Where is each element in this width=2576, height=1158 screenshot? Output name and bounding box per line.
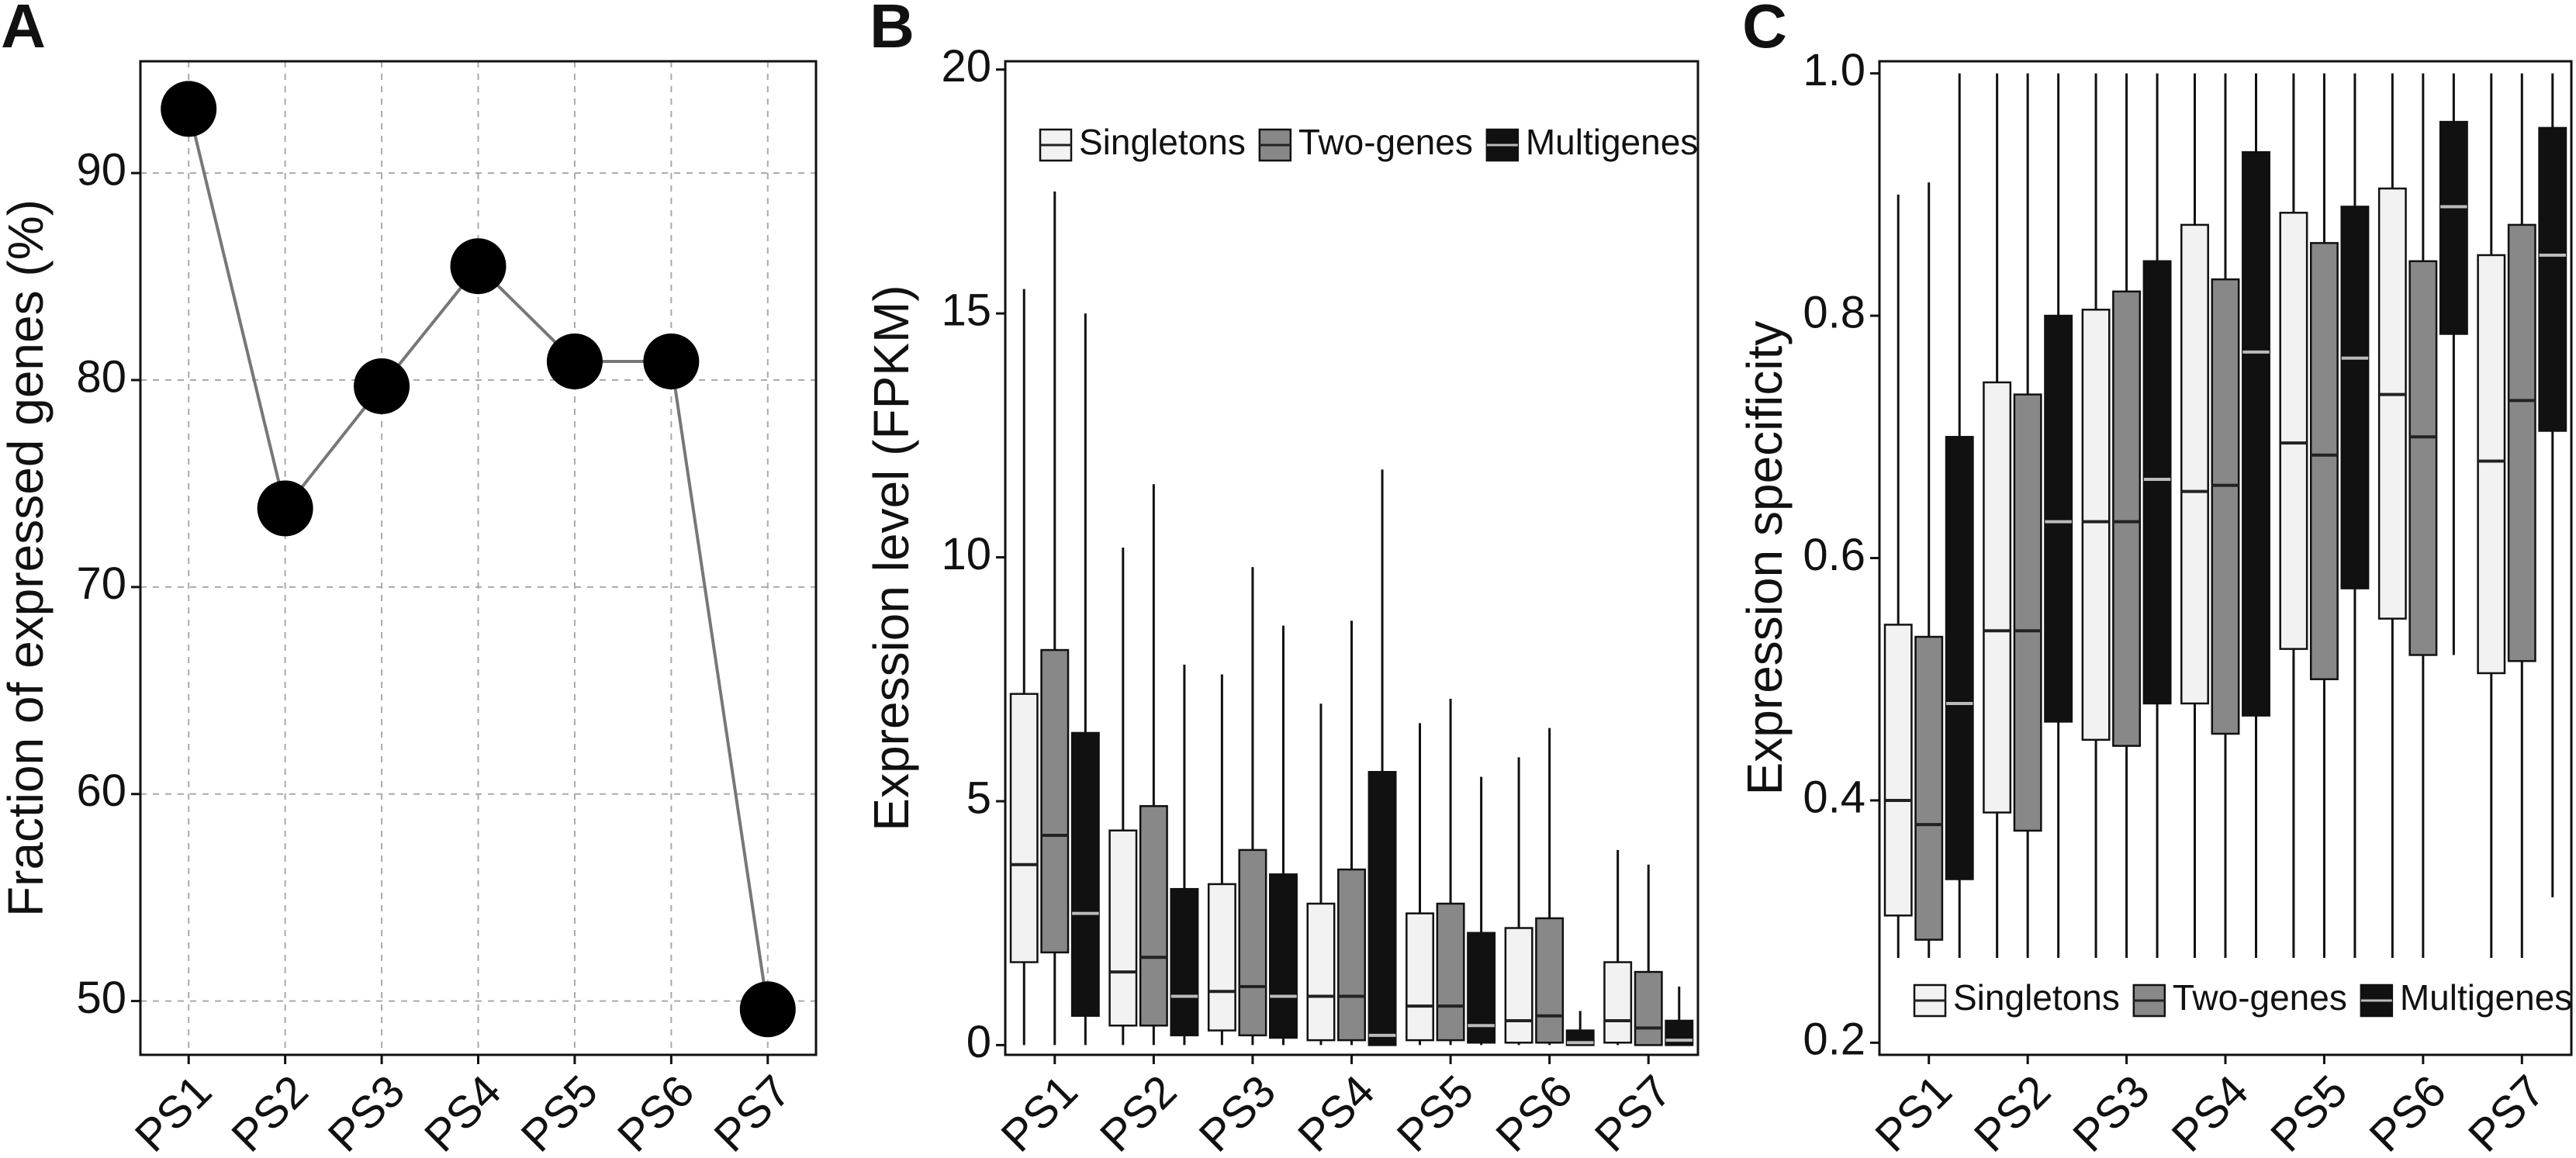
y-tick-label: 80 — [76, 351, 126, 402]
y-tick-label: 0.8 — [1803, 287, 1865, 337]
box — [1368, 771, 1397, 1046]
box — [1603, 961, 1633, 1044]
legend-label: Singletons — [1079, 122, 1246, 162]
plot-frame — [1878, 60, 2573, 1056]
legend-label: Singletons — [1953, 977, 2120, 1018]
box — [1238, 849, 1267, 1037]
legend-label: Two-genes — [2173, 977, 2347, 1018]
x-tick-label: PS7 — [2459, 1066, 2554, 1158]
plot-frame — [1004, 60, 1699, 1056]
x-tick-label: PS5 — [1388, 1066, 1483, 1158]
box — [2112, 290, 2142, 747]
box — [2081, 309, 2111, 741]
box — [1009, 693, 1039, 963]
y-tick-label: 0.2 — [1803, 1015, 1865, 1065]
box — [1436, 902, 1465, 1042]
x-tick-label: PS4 — [415, 1066, 510, 1158]
box — [2439, 120, 2468, 335]
box — [2180, 223, 2209, 705]
y-tick-label: 20 — [941, 41, 991, 92]
point — [739, 981, 796, 1038]
x-tick-label: PS5 — [511, 1066, 607, 1158]
box — [1170, 887, 1199, 1037]
x-tick-label: PS7 — [704, 1066, 800, 1158]
point — [643, 333, 700, 389]
box — [1207, 883, 1236, 1032]
panel-letter: B — [870, 0, 915, 60]
y-tick-label: 0.6 — [1803, 530, 1865, 580]
x-tick-label: PS5 — [2261, 1066, 2356, 1158]
x-tick-label: PS7 — [1585, 1066, 1681, 1158]
y-tick-label: 50 — [76, 973, 126, 1023]
x-tick-label: PS3 — [2063, 1066, 2159, 1158]
box — [1406, 912, 1434, 1042]
box — [1914, 635, 1944, 941]
box — [1945, 436, 1974, 880]
x-tick-label: PS4 — [2163, 1066, 2258, 1158]
box — [1504, 927, 1533, 1044]
legend-label: Two-genes — [1298, 122, 1473, 162]
box — [1108, 829, 1138, 1027]
box — [1535, 917, 1565, 1044]
box — [1269, 873, 1298, 1039]
y-tick-label: 10 — [941, 529, 991, 579]
y-tick-label: 70 — [76, 558, 126, 609]
panel-letter: C — [1742, 0, 1787, 60]
x-tick-label: PS6 — [608, 1066, 704, 1158]
panel-letter: A — [1, 0, 46, 60]
box — [1983, 381, 2012, 814]
legend-label: Multigenes — [1526, 122, 1698, 162]
x-tick-label: PS6 — [2360, 1066, 2455, 1158]
box — [1883, 624, 1913, 917]
point — [450, 238, 507, 295]
box — [2309, 242, 2339, 680]
y-tick-label: 0.4 — [1803, 772, 1865, 822]
box — [1139, 805, 1168, 1027]
y-tick-label: 15 — [941, 285, 991, 335]
box — [1306, 902, 1336, 1042]
box — [2044, 314, 2073, 723]
x-tick-label: PS3 — [319, 1066, 414, 1158]
box — [2340, 206, 2370, 589]
point — [354, 358, 410, 414]
x-tick-label: PS1 — [1865, 1066, 1961, 1158]
box — [2279, 212, 2308, 650]
y-axis-label: Expression specificity — [1737, 321, 1793, 796]
x-tick-label: PS2 — [222, 1066, 317, 1158]
box — [1070, 731, 1100, 1017]
box — [2142, 260, 2172, 705]
plot-frame — [139, 60, 818, 1056]
y-axis-label: Fraction of expressed genes (%) — [0, 199, 54, 917]
box — [1337, 868, 1366, 1042]
point — [257, 480, 313, 537]
box — [1040, 648, 1070, 954]
y-tick-label: 1.0 — [1803, 45, 1865, 95]
y-tick-label: 90 — [76, 144, 126, 195]
box — [2013, 393, 2042, 832]
y-tick-label: 0 — [966, 1017, 991, 1067]
x-tick-label: PS1 — [991, 1066, 1087, 1158]
box — [2408, 260, 2438, 656]
point — [546, 333, 603, 389]
box — [2477, 254, 2506, 675]
x-tick-label: PS6 — [1486, 1066, 1582, 1158]
box — [2211, 278, 2240, 735]
box — [1634, 970, 1663, 1046]
box — [2377, 187, 2407, 620]
point — [161, 81, 217, 137]
y-tick-label: 5 — [966, 773, 991, 823]
box — [2507, 223, 2536, 662]
x-tick-label: PS2 — [1091, 1066, 1186, 1158]
box — [2538, 126, 2567, 432]
x-tick-label: PS4 — [1288, 1066, 1384, 1158]
y-tick-label: 60 — [76, 766, 126, 816]
x-tick-label: PS2 — [1965, 1066, 2060, 1158]
y-axis-label: Expression level (FPKM) — [863, 285, 919, 831]
legend-label: Multigenes — [2400, 977, 2572, 1018]
x-tick-label: PS3 — [1189, 1066, 1285, 1158]
x-tick-label: PS1 — [126, 1066, 221, 1158]
box — [2242, 150, 2270, 717]
